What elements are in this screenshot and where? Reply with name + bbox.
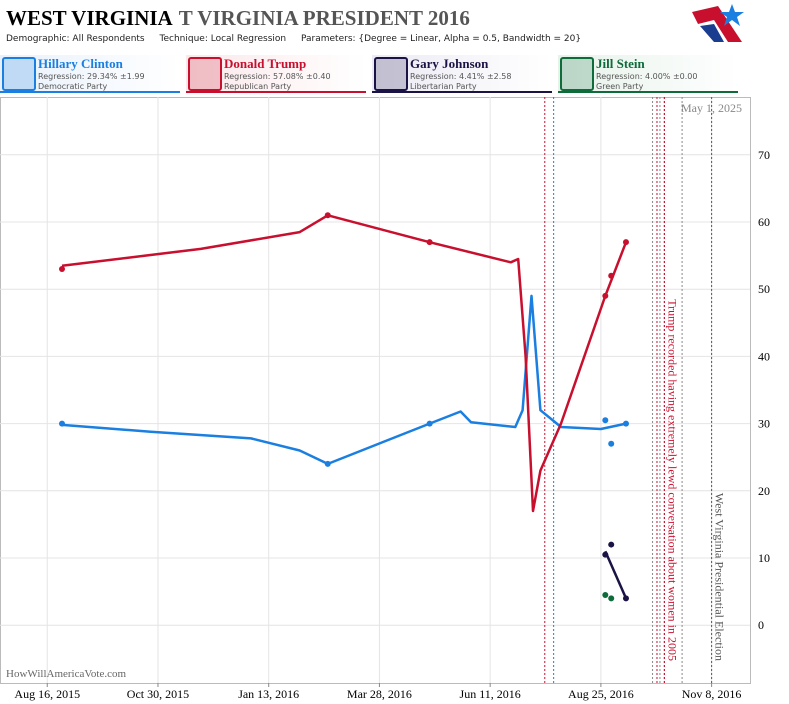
legend-name: Gary Johnson [410, 56, 489, 71]
x-tick-label: Aug 16, 2015 [14, 687, 80, 701]
party-label: Republican Party [224, 82, 292, 91]
x-tick-label: Mar 28, 2016 [347, 687, 412, 701]
data-point [622, 595, 629, 602]
party-label: Democratic Party [38, 82, 108, 91]
data-point [602, 591, 609, 598]
data-point [324, 460, 331, 467]
regression-label: Regression: 4.00% ±0.00 [596, 72, 698, 81]
trend-line [61, 294, 627, 466]
x-tick-label: Aug 25, 2016 [568, 687, 634, 701]
logo [692, 4, 744, 42]
parameter: Technique: Local Regression [159, 34, 287, 44]
x-tick-label: Nov 8, 2016 [682, 687, 742, 701]
trend-line [604, 550, 628, 599]
party-label: Green Party [596, 82, 644, 91]
data-point [426, 239, 433, 246]
legend-icon [560, 57, 594, 91]
trend-line [61, 214, 628, 513]
annotation: West Virginia Presidential Election [713, 493, 727, 661]
parameters: Demographic: All Respondents Technique: … [6, 34, 593, 44]
annotation: Trump recorded having extremely lewd con… [665, 299, 679, 661]
data-point [602, 551, 609, 558]
data-point [324, 212, 331, 219]
y-tick-label: 10 [758, 551, 770, 565]
legend-item: Donald Trump Regression: 57.08% ±0.40 Repu… [186, 55, 366, 93]
data-point [59, 266, 66, 273]
parameter: Parameters: {Degree = Linear, Alpha = 0.… [301, 34, 582, 44]
regression-label: Regression: 57.08% ±0.40 [224, 72, 331, 81]
data-point [622, 420, 629, 427]
legend-icon [374, 57, 408, 91]
x-tick-label: Oct 30, 2015 [127, 687, 189, 701]
regression-label: Regression: 4.41% ±2.58 [410, 72, 512, 81]
x-tick-label: Jan 13, 2016 [238, 687, 299, 701]
data-point [608, 440, 615, 447]
data-point [622, 239, 629, 246]
data-point [426, 420, 433, 427]
y-tick-label: 60 [758, 215, 770, 229]
y-tick-label: 70 [758, 148, 770, 162]
y-tick-label: 40 [758, 349, 770, 363]
data-point [602, 417, 609, 424]
plot-frame [0, 97, 751, 684]
legend-icon [188, 57, 222, 91]
y-tick-label: 0 [758, 618, 764, 632]
x-tick-label: Jun 11, 2016 [460, 687, 521, 701]
legend-item: Jill Stein Regression: 4.00% ±0.00 Green P… [558, 55, 738, 93]
y-tick-label: 50 [758, 282, 770, 296]
title-block: WEST VIRGINIA T VIRGINIA PRESIDENT 2016 [6, 6, 470, 31]
legend-name: Hillary Clinton [38, 56, 123, 71]
date-stamp: May 1, 2025 [681, 101, 742, 115]
legend-name: Jill Stein [596, 56, 645, 71]
data-point [608, 595, 615, 602]
legend-item: Hillary Clinton Regression: 29.34% ±1.99 D… [0, 55, 180, 93]
y-tick-label: 20 [758, 484, 770, 498]
parameter: Demographic: All Respondents [6, 34, 145, 44]
chart-title: WEST VIRGINIA [6, 6, 173, 30]
data-point [608, 272, 615, 279]
title-overlay: T VIRGINIA PRESIDENT 2016 [178, 6, 470, 30]
y-tick-label: 30 [758, 417, 770, 431]
legend-icon [2, 57, 36, 91]
watermark: HowWillAmericaVote.com [6, 668, 126, 680]
data-point [602, 292, 609, 299]
party-label: Libertarian Party [410, 82, 477, 91]
legend-item: Gary Johnson Regression: 4.41% ±2.58 Liber… [372, 55, 552, 93]
legend-name: Donald Trump [224, 56, 307, 71]
data-point [608, 541, 615, 548]
regression-label: Regression: 29.34% ±1.99 [38, 72, 145, 81]
data-point [59, 420, 66, 427]
